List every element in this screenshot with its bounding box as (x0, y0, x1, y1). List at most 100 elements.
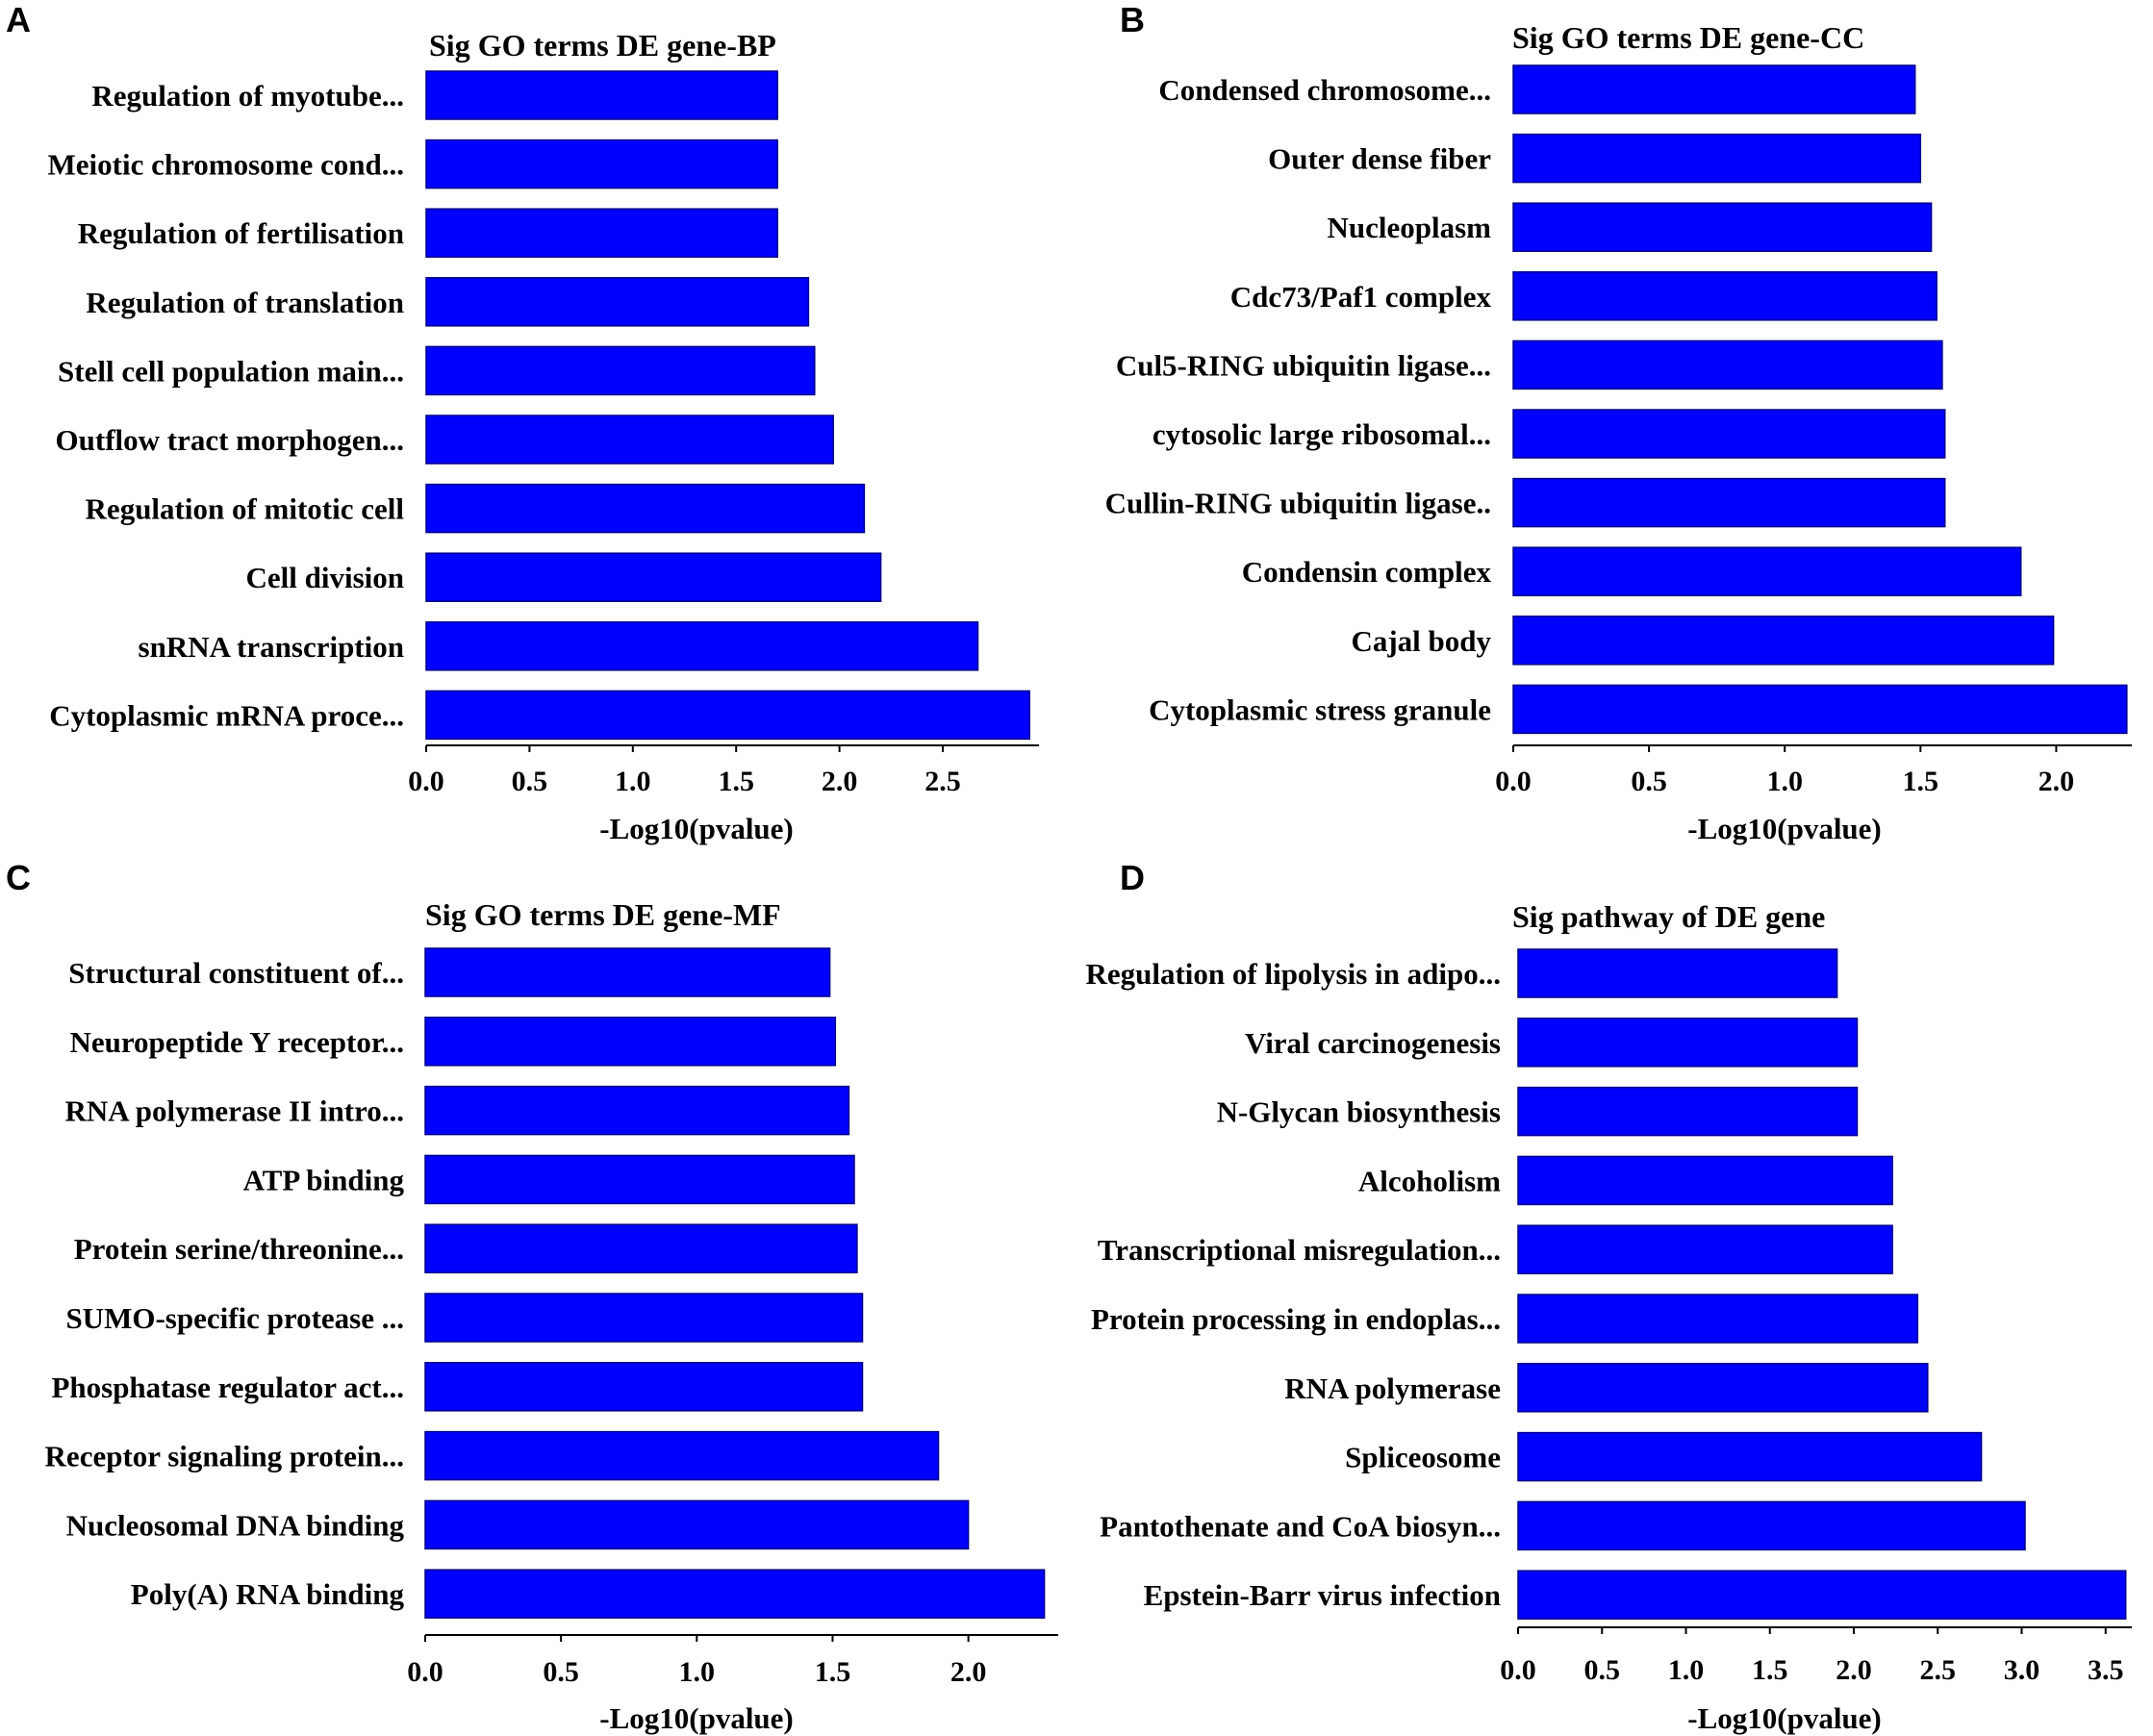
x-tick-label: 0.0 (1500, 1654, 1536, 1686)
x-tick-label: 0.0 (408, 766, 444, 797)
bar (425, 415, 834, 465)
bar (1517, 948, 1838, 998)
bar (1517, 1431, 1983, 1482)
bar (1512, 477, 1946, 528)
bar (425, 345, 816, 396)
bar (1512, 133, 1922, 184)
x-axis-title: -Log10(pvalue) (1687, 812, 1882, 845)
bar (1517, 1018, 1859, 1068)
bar (1512, 271, 1938, 321)
panel-letter: D (1120, 858, 1145, 897)
x-tick-label: 0.5 (512, 766, 548, 797)
panel-b: B Sig GO terms DE gene-CC Condensed chromo… (1105, 0, 2132, 845)
category-label: Regulation of translation (86, 286, 404, 319)
category-label: Condensed chromosome... (1158, 73, 1491, 107)
bar (424, 1293, 864, 1343)
x-tick-label: 2.0 (950, 1656, 987, 1688)
x-tick-label: 0.5 (543, 1656, 579, 1688)
category-label: Cytoplasmic stress granule (1149, 692, 1491, 726)
category-label: RNA polymerase (1284, 1371, 1501, 1405)
category-label: RNA polymerase II intro... (65, 1094, 404, 1128)
panel-a: A Sig GO terms DE gene-BP Regulation of my… (6, 0, 1039, 845)
chart-title: Sig GO terms DE gene-BP (429, 28, 776, 63)
x-tick-label: 0.5 (1631, 766, 1667, 797)
category-label: Phosphatase regulator act... (51, 1371, 404, 1404)
bar (425, 138, 778, 189)
x-tick-label: 0.5 (1584, 1654, 1621, 1686)
category-label: Epstein-Barr virus infection (1144, 1578, 1501, 1612)
category-label: Spliceosome (1345, 1441, 1501, 1474)
x-tick-label: 2.5 (925, 766, 961, 797)
bar (425, 621, 979, 671)
x-tick-label: 2.5 (1920, 1654, 1957, 1686)
x-tick-label: 2.0 (822, 766, 858, 797)
category-label: Stell cell population main... (58, 354, 404, 388)
chart-title: Sig pathway of DE gene (1512, 899, 1825, 934)
category-label: Poly(A) RNA binding (131, 1577, 405, 1611)
category-label: Regulation of lipolysis in adipo... (1085, 957, 1501, 991)
category-label: Protein processing in endoplas... (1091, 1302, 1501, 1336)
bar (424, 1430, 940, 1481)
bar (424, 947, 831, 997)
category-label: Structural constituent of... (68, 956, 404, 990)
bar (1512, 546, 2022, 596)
category-label: Protein serine/threonine... (74, 1232, 404, 1266)
panel-letter: C (6, 858, 31, 897)
panel-letter: A (6, 0, 31, 39)
category-label: Cdc73/Paf1 complex (1230, 280, 1492, 314)
bar (424, 1223, 858, 1273)
x-tick-label: 3.0 (2004, 1654, 2040, 1686)
category-label: Cullin-RING ubiquitin ligase.. (1105, 487, 1491, 520)
category-label: Alcoholism (1358, 1164, 1501, 1197)
category-label: Condensin complex (1242, 555, 1492, 589)
bar (424, 1154, 855, 1205)
bar (1517, 1224, 1893, 1274)
bar (1512, 616, 2055, 666)
bar (1517, 1155, 1893, 1206)
panel-c: C Sig GO terms DE gene-MF Structural const… (6, 858, 1058, 1735)
category-label: Transcriptional misregulation... (1098, 1233, 1501, 1267)
category-label: Nucleosomal DNA binding (66, 1508, 405, 1542)
x-tick-label: 1.0 (615, 766, 651, 797)
bar (425, 277, 810, 327)
category-label: snRNA transcription (139, 630, 404, 664)
bar (1512, 684, 2128, 735)
category-label: ATP binding (243, 1163, 405, 1196)
category-label: Outer dense fiber (1268, 142, 1491, 176)
x-tick-label: 0.0 (407, 1656, 443, 1688)
bar (1517, 1570, 2127, 1620)
bar (425, 690, 1030, 741)
x-tick-label: 1.0 (1766, 766, 1803, 797)
bar (424, 1569, 1046, 1619)
bar (1517, 1086, 1859, 1137)
bar (1512, 409, 1946, 459)
panel-letter: B (1120, 0, 1145, 39)
category-label: Viral carcinogenesis (1245, 1026, 1501, 1060)
x-tick-label: 2.0 (2039, 766, 2075, 797)
panel-d: D Sig pathway of DE gene Regulation of lip… (1085, 858, 2132, 1735)
bar (424, 1017, 837, 1067)
category-label: Receptor signaling protein... (45, 1440, 404, 1473)
bar (425, 208, 778, 258)
category-label: Pantothenate and CoA biosyn... (1100, 1509, 1501, 1543)
category-label: Cytoplasmic mRNA proce... (49, 698, 404, 732)
x-tick-label: 1.0 (679, 1656, 716, 1688)
bar (424, 1085, 850, 1136)
category-label: N-Glycan biosynthesis (1217, 1095, 1501, 1129)
x-axis-title: -Log10(pvalue) (1687, 1701, 1882, 1735)
category-label: Cell division (245, 561, 404, 594)
bar (424, 1362, 864, 1412)
bar (1512, 202, 1933, 252)
x-axis-title: -Log10(pvalue) (599, 812, 794, 845)
bar (1517, 1500, 2026, 1551)
category-label: Regulation of mitotic cell (86, 492, 405, 526)
x-tick-label: 1.5 (1752, 1654, 1788, 1686)
category-label: Nucleoplasm (1328, 211, 1492, 244)
category-label: Meiotic chromosome cond... (48, 148, 405, 182)
x-tick-label: 3.5 (2088, 1654, 2124, 1686)
x-tick-label: 0.0 (1495, 766, 1532, 797)
category-label: Cul5-RING ubiquitin ligase... (1116, 348, 1491, 382)
bar (425, 483, 866, 534)
x-tick-label: 1.5 (815, 1656, 851, 1688)
